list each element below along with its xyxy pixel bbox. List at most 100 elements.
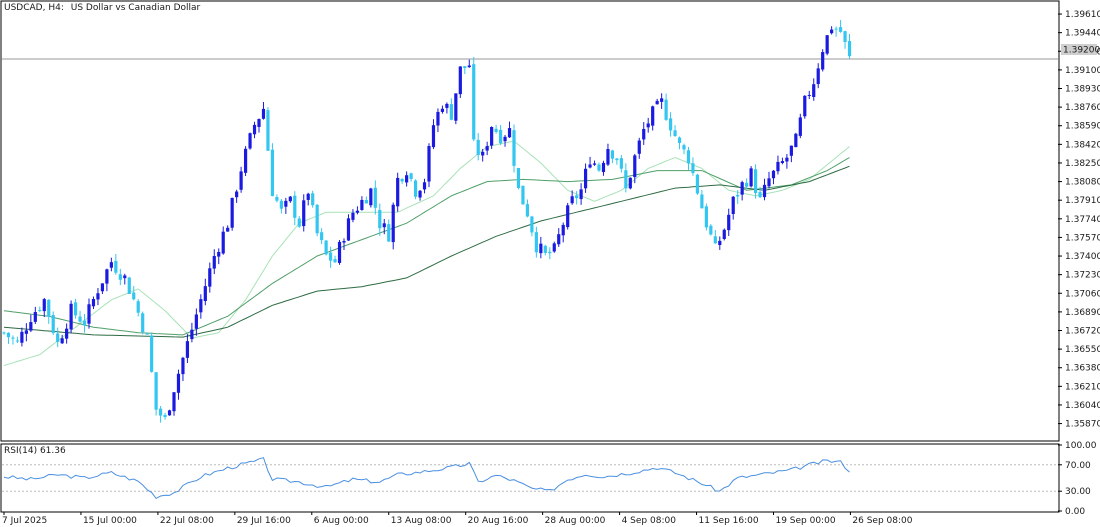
- candle: [123, 273, 127, 285]
- candle-body: [320, 232, 324, 241]
- candle-body: [785, 157, 789, 162]
- symbol-description: US Dollar vs Canadian Dollar: [71, 3, 201, 13]
- candle-body: [261, 108, 266, 119]
- candle: [24, 323, 28, 342]
- candle: [490, 126, 494, 149]
- candle-body: [293, 195, 297, 218]
- candle-body: [73, 302, 78, 316]
- candle: [29, 314, 33, 333]
- candle-body: [749, 168, 753, 187]
- candle-body: [194, 314, 198, 329]
- candle: [440, 105, 445, 114]
- candle: [570, 190, 574, 205]
- candle-body: [185, 341, 190, 358]
- candle: [445, 102, 449, 114]
- candle: [154, 372, 158, 416]
- candle-body: [776, 161, 780, 172]
- candle: [816, 63, 820, 89]
- candle-body: [512, 130, 516, 166]
- candle: [624, 163, 628, 193]
- candle-body: [275, 197, 279, 201]
- candle: [561, 222, 565, 243]
- candle-body: [521, 185, 525, 205]
- candle: [100, 283, 105, 295]
- candle-body: [413, 180, 418, 197]
- candle-body: [651, 106, 655, 126]
- candle: [11, 335, 15, 345]
- chart-title: USDCAD, H4: US Dollar vs Canadian Dollar: [4, 3, 201, 13]
- candle: [96, 287, 100, 306]
- candle: [740, 180, 744, 201]
- candle-body: [530, 216, 534, 233]
- candle: [248, 132, 252, 150]
- candle-body: [136, 301, 140, 313]
- candle-body: [56, 333, 60, 343]
- candle: [704, 203, 708, 231]
- moving-average-line-2: [3, 157, 850, 336]
- rsi-y-tick-label: 0.00: [1065, 507, 1085, 517]
- candle-body: [369, 188, 373, 206]
- candle: [243, 146, 248, 177]
- candle-body: [552, 243, 556, 252]
- candle: [615, 157, 619, 165]
- candle: [503, 134, 507, 147]
- candle-body: [655, 100, 659, 105]
- candle-body: [221, 231, 225, 254]
- candle: [583, 163, 588, 193]
- candle-body: [342, 241, 346, 243]
- candle-body: [592, 163, 597, 165]
- rsi-y-tick-label: 100.00: [1065, 441, 1097, 451]
- candle: [727, 208, 731, 236]
- candle: [306, 192, 310, 206]
- candle: [297, 216, 301, 228]
- candle: [771, 170, 776, 185]
- candle-body: [575, 195, 579, 199]
- candle: [42, 297, 46, 318]
- candle-body: [440, 108, 445, 112]
- candle: [284, 197, 288, 214]
- candle-body: [239, 171, 243, 190]
- candle: [405, 171, 409, 187]
- candle-body: [624, 170, 628, 189]
- candle: [413, 179, 418, 200]
- candle-body: [516, 167, 521, 188]
- candle-body: [561, 224, 565, 236]
- candle-body: [812, 84, 816, 97]
- candle: [736, 189, 740, 204]
- candle: [481, 148, 485, 162]
- candle-body: [324, 240, 328, 255]
- candle: [463, 66, 467, 75]
- candle: [342, 238, 346, 251]
- candle: [239, 166, 243, 193]
- rsi-y-tick-label: 70.00: [1065, 461, 1091, 471]
- candle: [279, 198, 283, 214]
- candle-body: [436, 111, 440, 126]
- candle-body: [490, 127, 494, 146]
- candle-body: [208, 268, 212, 287]
- candle-body: [745, 182, 749, 187]
- candle-body: [29, 322, 33, 331]
- candle-body: [114, 260, 118, 273]
- candle: [592, 160, 597, 166]
- candle-body: [60, 338, 64, 344]
- candle: [821, 49, 825, 72]
- moving-average-line-3: [3, 165, 850, 338]
- candle: [646, 117, 650, 133]
- candle: [498, 125, 503, 146]
- candle: [494, 124, 498, 134]
- candle-body: [691, 163, 695, 174]
- candle-body: [458, 66, 462, 95]
- candle-body: [753, 169, 758, 194]
- candle-body: [847, 41, 852, 57]
- moving-average-layer: [3, 140, 850, 366]
- candle: [722, 228, 726, 241]
- candle: [830, 26, 834, 35]
- candle-body: [431, 125, 436, 148]
- candle-body: [105, 269, 109, 284]
- candle: [575, 191, 579, 205]
- price-y-tick-label: 1.37230: [1065, 271, 1100, 281]
- candle-body: [472, 64, 476, 140]
- price-y-tick-label: 1.35870: [1065, 420, 1100, 430]
- candle-body: [445, 103, 449, 108]
